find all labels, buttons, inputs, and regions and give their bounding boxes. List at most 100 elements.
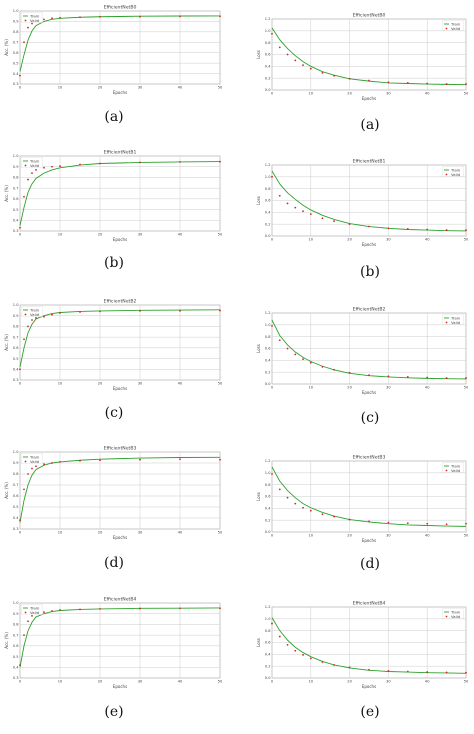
data-point-valid (368, 225, 370, 228)
data-point-valid (179, 15, 181, 18)
data-point-valid (219, 458, 221, 461)
data-point-valid (35, 169, 37, 171)
tick-label-y: 0.6 (265, 495, 271, 499)
tick-label-y: 1.0 (13, 154, 19, 158)
tick-label-x: 0 (271, 92, 274, 96)
chart-acc-c: 0 10 20 30 40 50 0.3 0.4 0.5 0.6 0.7 0.8 0.9 1.0 Effic… (4, 299, 223, 392)
tick-label-y: 0.5 (13, 61, 19, 65)
x-axis-label: Epochs (362, 242, 376, 247)
tick-label-y: 0.8 (265, 335, 271, 339)
tick-label-y: 0.7 (13, 335, 19, 339)
tick-label-y: 1.0 (265, 617, 271, 621)
data-point-valid (19, 664, 21, 667)
tick-label-x: 40 (425, 238, 430, 242)
tick-label-y: 0.6 (265, 199, 271, 203)
chart-title: EfficientNetB2 (104, 299, 137, 305)
caption-acc-b: (b) (104, 255, 124, 271)
tick-label-x: 10 (309, 92, 314, 96)
tick-label-y: 0.6 (265, 347, 271, 351)
data-point-valid (294, 502, 297, 505)
x-axis-label: Epochs (362, 96, 376, 101)
data-point-valid (271, 622, 273, 625)
data-point-valid (445, 377, 448, 379)
tick-label-x: 50 (218, 531, 223, 535)
caption-loss-b: (b) (360, 264, 380, 280)
data-point-valid (79, 163, 81, 166)
tick-label-y: 1.2 (265, 163, 271, 167)
data-point-valid (31, 22, 33, 25)
legend-label-train: Train (450, 463, 461, 468)
tick-label-y: 0.3 (13, 676, 19, 680)
y-axis-label: Acc. (%) (4, 185, 9, 202)
y-axis-label: Loss (256, 196, 261, 205)
tick-label-x: 0 (271, 680, 274, 684)
data-point-valid (278, 46, 281, 49)
tick-label-y: 0.8 (13, 176, 19, 180)
legend-label-train: Train (29, 454, 40, 459)
data-point-valid (387, 227, 390, 230)
series-line-train (271, 27, 467, 86)
tick-label-y: 0.5 (13, 357, 19, 361)
tick-label-x: 0 (271, 238, 274, 242)
tick-label-x: 20 (98, 531, 103, 535)
legend-label-train: Train (29, 605, 40, 610)
tick-label-y: 0.2 (265, 518, 271, 522)
tick-label-x: 10 (58, 382, 63, 386)
data-point-valid (406, 228, 409, 230)
data-point-valid (31, 172, 33, 175)
chart-title: EfficientNetB4 (353, 601, 386, 607)
tick-label-x: 10 (58, 86, 63, 90)
data-point-valid (465, 83, 467, 85)
data-point-valid (309, 361, 312, 364)
data-point-valid (333, 74, 335, 77)
data-point-valid (27, 178, 29, 181)
tick-label-y: 0.3 (13, 378, 19, 382)
data-point-valid (219, 309, 221, 312)
chart-title: EfficientNetB0 (353, 13, 386, 19)
data-point-valid (465, 671, 467, 674)
data-point-valid (43, 18, 45, 21)
tick-label-y: 0.7 (13, 483, 19, 487)
data-point-valid (99, 607, 101, 610)
y-axis-label: Loss (256, 638, 261, 647)
data-point-valid (426, 228, 429, 231)
data-point-valid (286, 202, 289, 205)
data-point-valid (179, 607, 181, 610)
legend-swatch-dot (24, 313, 27, 316)
data-point-valid (19, 74, 21, 77)
tick-label-y: 1.0 (265, 175, 271, 179)
data-point-valid (465, 522, 467, 525)
tick-label-y: 0.8 (265, 483, 271, 487)
data-point-valid (406, 82, 409, 84)
tick-label-x: 40 (178, 680, 183, 684)
tick-label-x: 30 (138, 531, 143, 535)
data-point-valid (139, 161, 141, 164)
tick-label-y: 0.8 (13, 30, 19, 34)
tick-label-y: 0.2 (265, 76, 271, 80)
tick-label-y: 0.2 (265, 222, 271, 226)
tick-label-y: 1.0 (265, 323, 271, 327)
tick-label-y: 1.2 (265, 605, 271, 609)
tick-label-y: 0.8 (13, 623, 19, 627)
x-axis-label: Epochs (113, 535, 127, 540)
tick-label-y: 0.7 (13, 40, 19, 44)
data-point-valid (309, 213, 312, 216)
data-point-valid (333, 368, 335, 371)
data-point-valid (179, 458, 181, 461)
data-point-valid (278, 194, 281, 197)
data-point-valid (333, 664, 335, 666)
tick-label-x: 0 (19, 233, 22, 237)
series-line-train (271, 617, 467, 674)
tick-label-x: 50 (218, 382, 223, 386)
data-point-valid (51, 462, 53, 464)
data-point-valid (286, 53, 289, 56)
data-point-valid (43, 166, 45, 169)
tick-label-x: 30 (138, 233, 143, 237)
data-point-valid (294, 353, 297, 356)
tick-label-x: 20 (347, 92, 352, 96)
data-point-valid (406, 670, 409, 673)
data-point-valid (271, 175, 273, 178)
